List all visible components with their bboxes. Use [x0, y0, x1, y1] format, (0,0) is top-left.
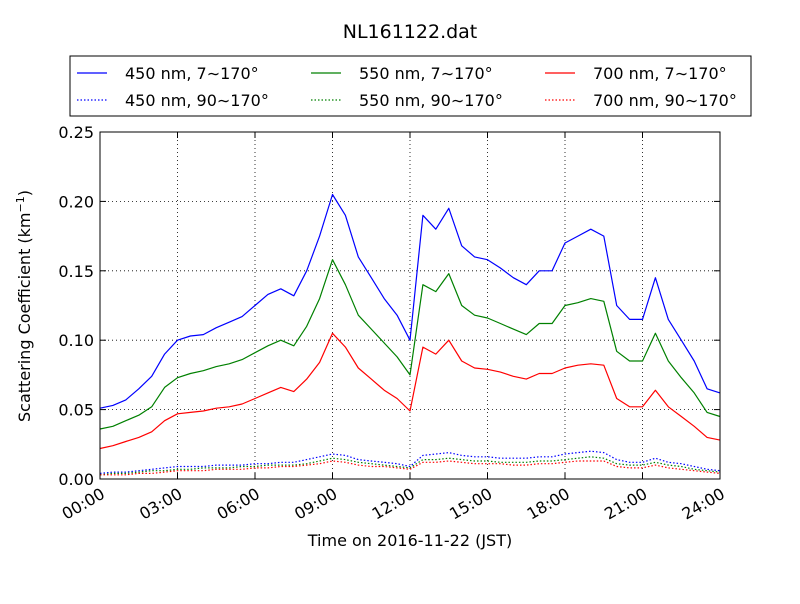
legend-label-4: 700 nm, 7∼170°	[593, 64, 727, 83]
legend-box	[69, 55, 752, 117]
ticks	[99, 131, 721, 480]
y-tick-label: 0.10	[58, 331, 94, 350]
series-line-1	[99, 450, 721, 474]
y-tick-label: 0.25	[58, 123, 94, 142]
legend-label-3: 550 nm, 90∼170°	[359, 91, 503, 110]
y-axis-label-close: )	[15, 190, 34, 196]
grid	[100, 132, 720, 479]
x-axis-label: Time on 2016-11-22 (JST)	[307, 531, 512, 550]
legend-label-2: 550 nm, 7∼170°	[359, 64, 493, 83]
series-line-5	[100, 460, 721, 476]
y-axis-label-superscript: −1	[14, 196, 27, 212]
series-line-4	[99, 332, 721, 450]
y-tick-label: 0.20	[58, 192, 94, 211]
y-axis-label-main: Scattering Coefficient (km	[15, 212, 34, 422]
series-line-2	[99, 259, 721, 430]
legend-label-5: 700 nm, 90∼170°	[593, 91, 737, 110]
series-line-0	[99, 193, 721, 409]
series-line-3	[99, 456, 721, 476]
chart-title: NL161122.dat	[343, 21, 478, 43]
legend-label-1: 450 nm, 90∼170°	[125, 91, 269, 110]
y-axis-label: Scattering Coefficient (km−1)	[14, 190, 34, 422]
series-group	[99, 193, 721, 476]
legend-label-0: 450 nm, 7∼170°	[125, 64, 259, 83]
legend: 450 nm, 7∼170° 550 nm, 7∼170° 700 nm, 7∼17…	[77, 64, 737, 110]
y-tick-label: 0.15	[58, 262, 94, 281]
y-tick-label: 0.00	[58, 470, 94, 489]
y-tick-label: 0.05	[58, 401, 94, 420]
y-tick-labels: 0.00 0.05 0.10 0.15 0.20 0.25	[58, 123, 94, 489]
